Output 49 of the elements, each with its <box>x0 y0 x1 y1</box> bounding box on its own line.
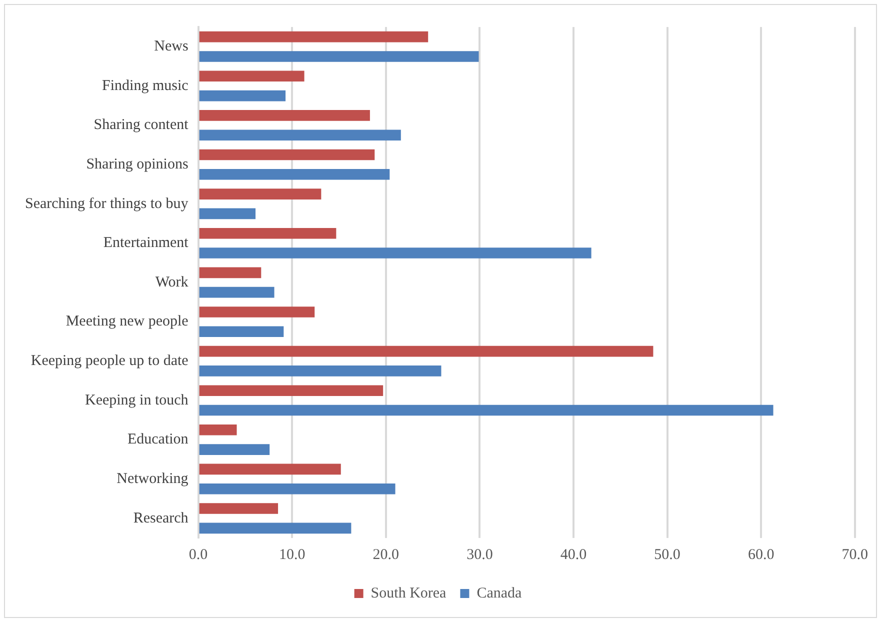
bar <box>199 326 284 338</box>
bar <box>199 366 442 376</box>
bar <box>199 483 396 494</box>
y-tick-label: News <box>154 38 188 55</box>
y-tick-label: Work <box>155 274 189 290</box>
x-tick-label: 50.0 <box>654 546 680 563</box>
bar <box>199 464 341 475</box>
legend-label: South Korea <box>370 585 447 602</box>
y-tick-label: Keeping people up to date <box>30 353 189 370</box>
bar <box>199 346 654 357</box>
bar <box>199 444 270 455</box>
bar <box>199 169 390 180</box>
bar <box>199 267 262 278</box>
y-tick-label: Keeping in touch <box>84 392 189 408</box>
bar <box>199 503 278 514</box>
legend-label: Canada <box>476 585 522 602</box>
y-tick-label: Networking <box>116 470 189 487</box>
bar <box>199 404 774 416</box>
y-tick-label: Education <box>127 432 189 448</box>
bar <box>199 286 274 298</box>
bar <box>199 130 401 140</box>
bar <box>199 70 304 82</box>
bar <box>199 110 370 121</box>
bar <box>199 424 237 436</box>
y-tick-label: Searching for things to buy <box>24 196 189 212</box>
bar <box>199 522 352 534</box>
x-tick-label: 60.0 <box>748 546 774 563</box>
y-tick-label: Research <box>133 510 189 526</box>
bar <box>199 306 315 318</box>
x-tick-label: 10.0 <box>278 546 306 563</box>
y-tick-label: Sharing opinions <box>86 156 188 173</box>
bar <box>199 31 428 42</box>
x-tick-label: 70.0 <box>842 546 868 563</box>
x-tick-label: 0.0 <box>188 546 208 563</box>
x-tick-label: 20.0 <box>372 546 400 563</box>
x-tick-label: 40.0 <box>560 546 587 563</box>
y-tick-label: Finding music <box>102 78 189 94</box>
bar <box>199 51 479 62</box>
bar <box>199 208 256 220</box>
bar <box>199 188 322 200</box>
bar <box>199 228 336 239</box>
bar <box>199 149 375 160</box>
y-tick-label: Sharing content <box>94 117 190 134</box>
x-tick-label: 30.0 <box>466 546 493 563</box>
y-tick-label: Meeting new people <box>66 314 189 330</box>
y-tick-label: Entertainment <box>103 235 190 252</box>
bar <box>199 248 592 258</box>
bar <box>199 385 384 396</box>
bar <box>199 90 286 102</box>
